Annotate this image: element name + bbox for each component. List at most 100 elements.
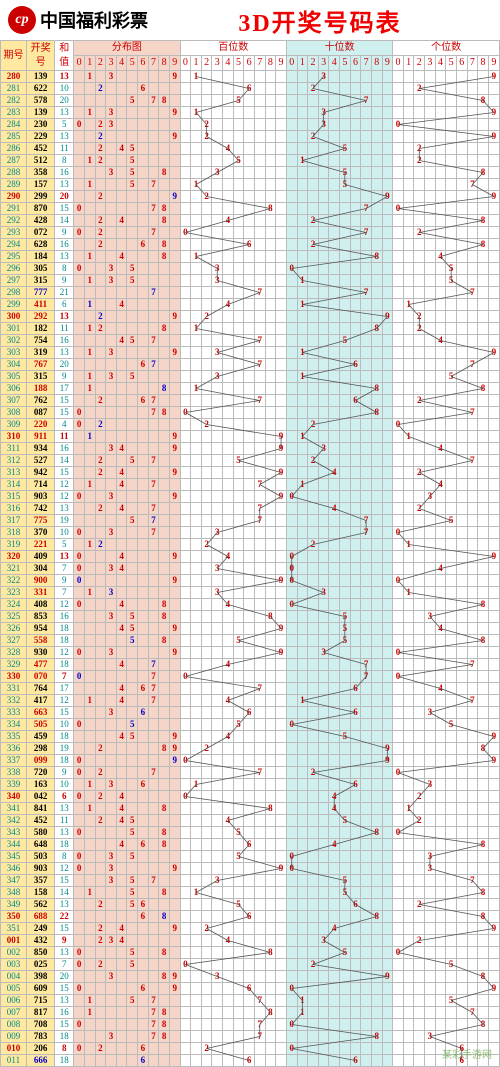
cell-pos (340, 551, 351, 563)
cell-kaijiang: 870 (26, 203, 54, 215)
cell-kaijiang: 562 (26, 899, 54, 911)
cell-pos (254, 95, 265, 107)
cell-fenbu (106, 179, 117, 191)
cell-pos (371, 947, 382, 959)
cell-pos (297, 803, 308, 815)
cell-fenbu (127, 359, 138, 371)
cell-fenbu (169, 251, 180, 263)
cell-pos (286, 215, 297, 227)
cell-pos (467, 539, 478, 551)
cell-hezhi: 5 (55, 119, 74, 131)
cell-fenbu (148, 803, 159, 815)
cell-fenbu (106, 923, 117, 935)
cell-pos (233, 107, 244, 119)
cell-qihao: 330 (1, 671, 27, 683)
cell-hezhi: 13 (55, 503, 74, 515)
cell-pos (403, 863, 414, 875)
cell-fenbu (84, 239, 95, 251)
cell-pos (403, 323, 414, 335)
cell-fenbu (127, 203, 138, 215)
cell-pos (265, 83, 276, 95)
cell-pos (350, 659, 361, 671)
cell-pos (403, 683, 414, 695)
cell-pos: 5 (340, 611, 351, 623)
cell-pos (318, 143, 329, 155)
cell-pos (254, 743, 265, 755)
brand-logo: cp 中国福利彩票 (8, 6, 148, 34)
table-row: 2842305023230 (1, 119, 500, 131)
cell-pos (361, 131, 372, 143)
cell-fenbu (169, 791, 180, 803)
cell-pos (286, 1055, 297, 1067)
cell-pos (371, 599, 382, 611)
cell-pos (201, 551, 212, 563)
cell-pos (223, 671, 234, 683)
cell-pos: 8 (371, 827, 382, 839)
cell-pos (318, 851, 329, 863)
digit-header: 7 (254, 56, 265, 71)
cell-pos (403, 419, 414, 431)
cell-pos (403, 395, 414, 407)
cell-fenbu (159, 431, 170, 443)
cell-qihao: 285 (1, 131, 27, 143)
cell-pos (467, 83, 478, 95)
cell-pos (446, 779, 457, 791)
table-row: 3370991809099 (1, 755, 500, 767)
cell-pos (223, 791, 234, 803)
cell-pos (318, 803, 329, 815)
cell-fenbu: 5 (127, 275, 138, 287)
cell-pos (286, 371, 297, 383)
cell-pos (180, 695, 191, 707)
cell-pos (318, 791, 329, 803)
header: cp 中国福利彩票 3D开奖号码表 (0, 0, 500, 40)
cell-pos (403, 623, 414, 635)
cell-pos (223, 107, 234, 119)
cell-pos (403, 935, 414, 947)
cell-pos (425, 419, 436, 431)
cell-fenbu: 9 (169, 191, 180, 203)
cell-qihao: 349 (1, 899, 27, 911)
cell-pos (244, 395, 255, 407)
cell-pos (276, 407, 287, 419)
cell-qihao: 331 (1, 683, 27, 695)
cell-fenbu (84, 1055, 95, 1067)
cell-hezhi: 13 (55, 347, 74, 359)
cell-pos (435, 1007, 446, 1019)
cell-pos (393, 95, 404, 107)
cell-pos: 8 (265, 611, 276, 623)
cell-fenbu (148, 827, 159, 839)
cell-pos (297, 503, 308, 515)
cell-pos (212, 995, 223, 1007)
cell-pos (265, 575, 276, 587)
cell-fenbu: 0 (74, 791, 85, 803)
cell-pos (456, 911, 467, 923)
cell-pos (478, 983, 489, 995)
cell-fenbu: 9 (169, 863, 180, 875)
cell-pos: 9 (488, 347, 499, 359)
cell-fenbu (116, 491, 127, 503)
cell-pos (265, 1031, 276, 1043)
cell-pos (456, 947, 467, 959)
cell-pos (425, 287, 436, 299)
cell-pos (201, 359, 212, 371)
cell-pos: 0 (286, 551, 297, 563)
cell-pos (329, 275, 340, 287)
cell-pos (180, 119, 191, 131)
cell-pos (329, 107, 340, 119)
cell-pos (425, 311, 436, 323)
cell-pos (244, 779, 255, 791)
cell-hezhi: 13 (55, 251, 74, 263)
cell-pos (191, 155, 202, 167)
cell-fenbu: 6 (138, 395, 149, 407)
cell-pos (191, 863, 202, 875)
table-row: 31394215249942 (1, 467, 500, 479)
cell-fenbu: 3 (106, 863, 117, 875)
cell-pos (382, 83, 393, 95)
cell-fenbu (106, 659, 117, 671)
cell-pos (350, 791, 361, 803)
cell-pos (254, 539, 265, 551)
cell-pos (467, 395, 478, 407)
cell-qihao: 310 (1, 431, 27, 443)
cell-pos (382, 443, 393, 455)
cell-pos (201, 779, 212, 791)
